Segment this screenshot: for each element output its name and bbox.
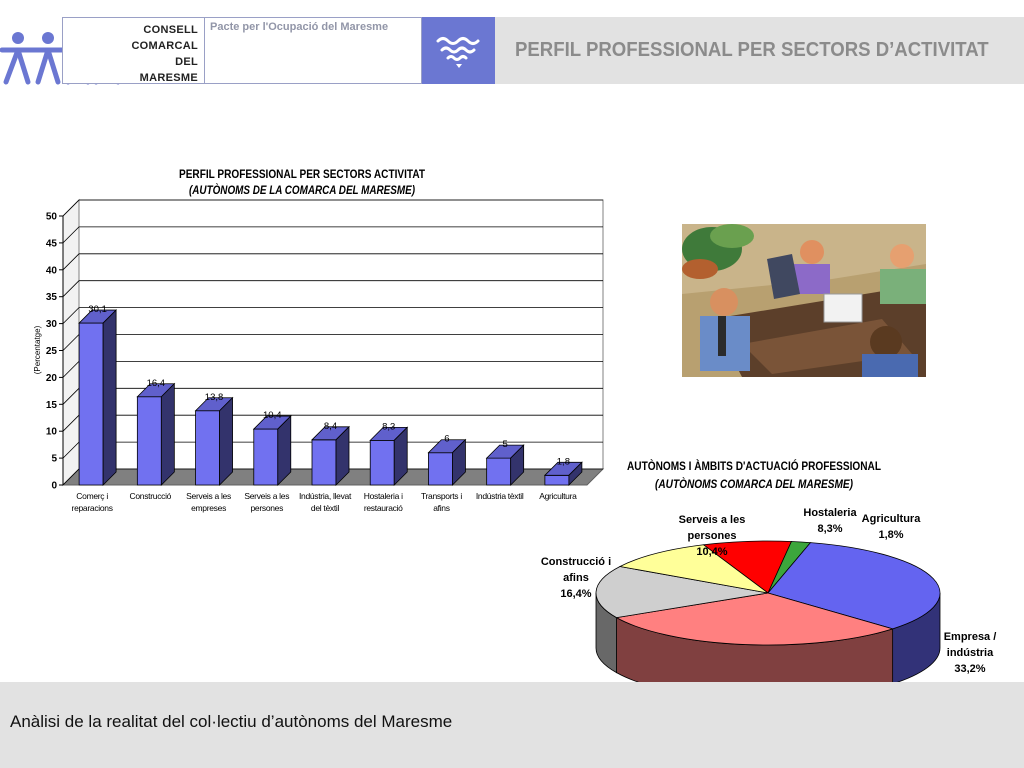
x-category-label: Hostaleria i	[364, 491, 403, 501]
bar-value-label: 5	[503, 439, 508, 450]
bar-side	[393, 426, 408, 486]
x-category-label: restauració	[364, 503, 403, 513]
x-category-label: reparacions	[72, 503, 113, 513]
bar-value-label: 10,4	[263, 410, 282, 421]
bar-value-label: 1,8	[557, 456, 570, 467]
waves-icon	[436, 37, 480, 68]
pie-slice	[595, 566, 769, 619]
pie-slice-name-label: afins	[563, 572, 589, 584]
y-gridline	[62, 280, 603, 297]
header: CONSELL COMARCAL DEL MARESME Pacte per l…	[0, 0, 1024, 86]
bar-side	[510, 444, 525, 486]
pie-slice-value-label: 8,3%	[817, 523, 842, 535]
bar-value-label: 8,3	[382, 421, 395, 432]
bar	[485, 444, 525, 486]
x-category-label: Transports i	[421, 491, 462, 501]
pie-slice	[618, 544, 769, 594]
council-name: CONSELL COMARCAL DEL MARESME	[131, 24, 198, 84]
bar	[136, 382, 176, 486]
bar	[427, 438, 467, 486]
bar	[194, 396, 234, 486]
wave-logo-box	[422, 17, 495, 84]
y-gridline	[62, 253, 603, 271]
y-gridline	[62, 199, 603, 217]
bar-side	[335, 425, 350, 486]
pie-slice-name-label: Serveis a les	[679, 514, 746, 526]
y-gridline	[62, 307, 603, 324]
x-category-label: persones	[250, 503, 283, 513]
bar-side	[102, 309, 117, 486]
bar-value-label: 16,4	[147, 378, 166, 389]
y-gridline	[62, 226, 603, 244]
pie-chart-subtitle: (AUTÒNOMS COMARCA DEL MARESME)	[655, 478, 853, 491]
y-tick-label: 35	[46, 292, 58, 303]
bar	[543, 461, 583, 486]
x-category-label: Indústria, llevat	[299, 491, 352, 501]
title-band: PERFIL PROFESSIONAL PER SECTORS D’ACTIVI…	[495, 17, 1024, 84]
bar-side	[277, 415, 292, 486]
bar-side	[452, 438, 466, 486]
x-category-label: del tèxtil	[311, 503, 340, 513]
y-tick-label: 0	[51, 481, 57, 492]
bar-side	[568, 461, 583, 486]
pie-slice-value-label: 1,8%	[878, 529, 903, 541]
x-category-label: Comerç i	[76, 491, 108, 501]
pie-slice-name-label: Construcció i	[541, 556, 611, 568]
bar-side	[219, 396, 233, 486]
pie-slice-name-label: persones	[688, 530, 737, 542]
footer: Anàlisi de la realitat del col·lectiu d’…	[0, 682, 1024, 768]
bar-value-label: 8,4	[324, 421, 337, 432]
x-category-label: Indústria tèxtil	[476, 491, 524, 501]
bar-value-label: 6	[444, 434, 449, 445]
x-category-label: empreses	[191, 503, 226, 513]
pie-slice-value-label: 33,2%	[954, 663, 985, 675]
pie-slice	[702, 540, 793, 594]
y-tick-label: 50	[46, 212, 58, 223]
y-tick-label: 25	[46, 346, 58, 357]
y-tick-label: 20	[46, 373, 58, 384]
footer-text: Anàlisi de la realitat del col·lectiu d’…	[10, 712, 453, 731]
x-category-label: Agricultura	[539, 491, 577, 501]
bar	[252, 415, 292, 486]
pie-slice	[615, 592, 895, 646]
council-logo-box: CONSELL COMARCAL DEL MARESME	[62, 17, 205, 84]
y-axis-label: (Percentatge)	[33, 325, 42, 374]
pie-slice-value-label: 10,4%	[696, 546, 727, 558]
page-title: PERFIL PROFESSIONAL PER SECTORS D’ACTIVI…	[515, 39, 989, 61]
x-category-label: afins	[433, 503, 450, 513]
bar	[78, 309, 118, 486]
pie-slice-name-label: indústria	[947, 647, 994, 659]
pacte-label: Pacte per l'Ocupació del Maresme	[210, 21, 389, 33]
bar-value-label: 30,1	[88, 304, 107, 315]
y-tick-label: 40	[46, 265, 58, 276]
pie-chart-title: AUTÒNOMS I ÀMBITS D'ACTUACIÓ PROFESSIONA…	[627, 460, 881, 473]
pie-slice	[767, 542, 941, 630]
pie-slice-name-label: Agricultura	[862, 513, 922, 525]
bar-chart-subtitle: (AUTÒNOMS DE LA COMARCA DEL MARESME)	[189, 184, 415, 197]
bar-chart-title: PERFIL PROFESSIONAL PER SECTORS ACTIVITA…	[179, 169, 425, 181]
bar	[369, 426, 409, 486]
pie-slice-name-label: Hostaleria	[803, 507, 857, 519]
bar-value-label: 13,8	[205, 392, 224, 403]
y-tick-label: 45	[46, 238, 58, 249]
y-tick-label: 15	[46, 400, 58, 411]
y-tick-label: 10	[46, 427, 58, 438]
bar	[311, 425, 350, 486]
x-category-label: Serveis a les	[244, 491, 289, 501]
bar-plot-area: 0 5 10 15 20 25 30 35 40 45 50 (Percentatge) 30,1 Com…	[33, 198, 605, 513]
y-tick-label: 5	[51, 454, 57, 465]
pie-slice-name-label: Empresa /	[944, 631, 997, 643]
bar-side	[160, 382, 175, 486]
pacte-box: Pacte per l'Ocupació del Maresme	[205, 17, 422, 84]
x-category-label: Construcció	[130, 491, 172, 501]
pie-slice-value-label: 16,4%	[560, 588, 591, 600]
y-tick-label: 30	[46, 319, 58, 330]
x-category-label: Serveis a les	[186, 491, 231, 501]
